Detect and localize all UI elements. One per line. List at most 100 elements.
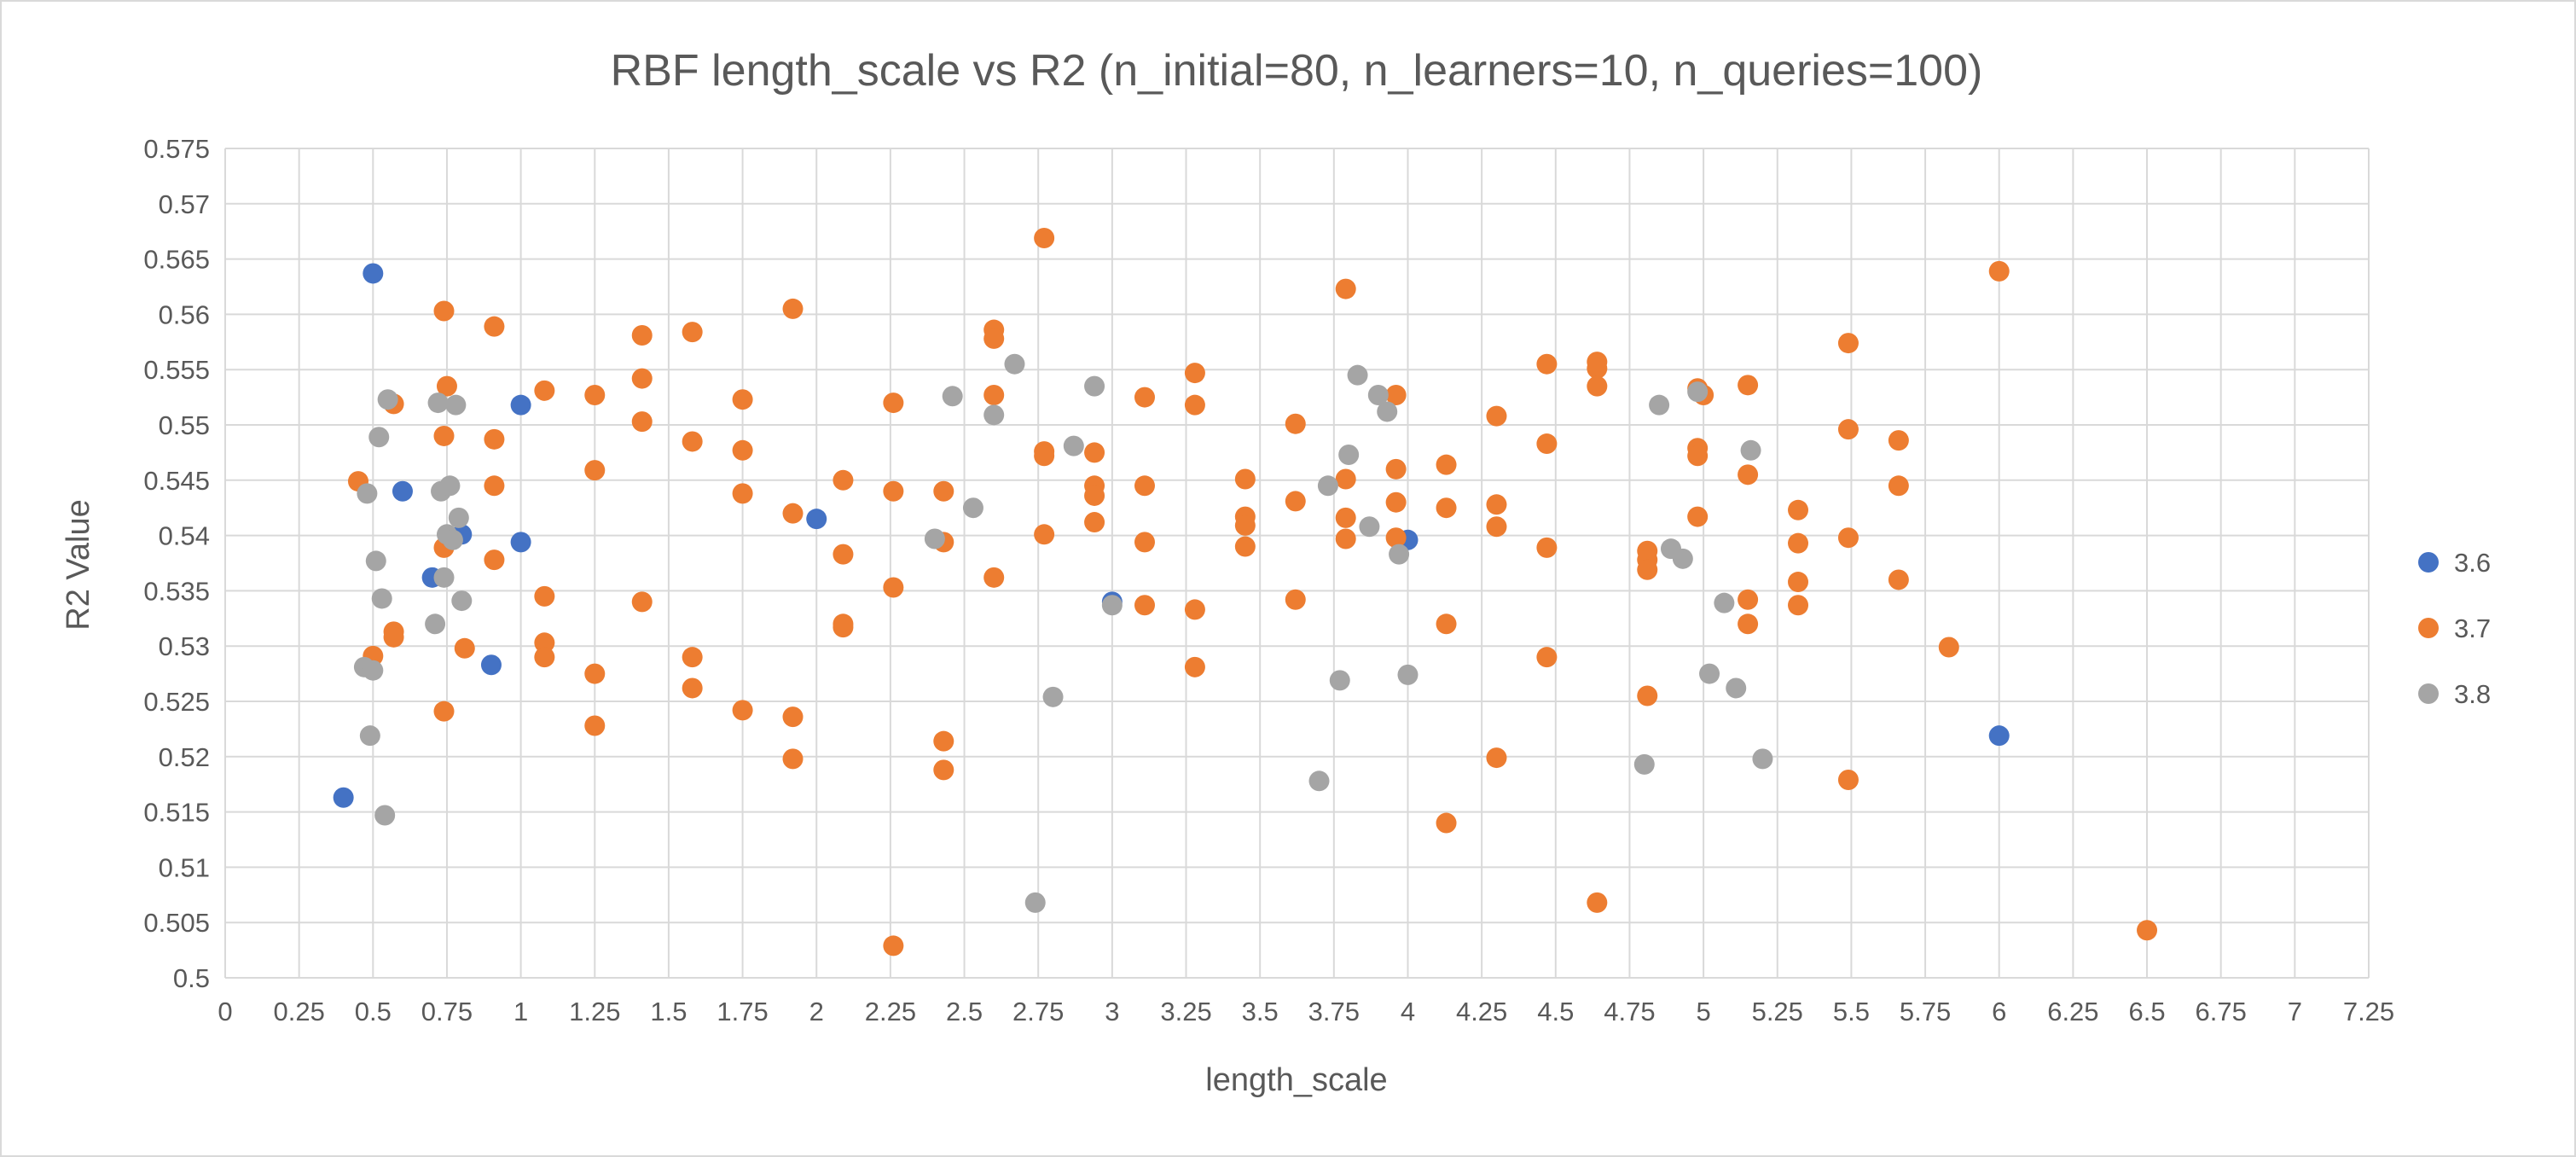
data-point-series-3.7-34: [732, 700, 753, 721]
x-tick-label: 2.25: [865, 997, 916, 1026]
data-point-series-3.7-84: [1385, 491, 1407, 513]
legend-label-3.8: 3.8: [2454, 679, 2491, 709]
data-point-series-3.8-7: [374, 805, 396, 826]
x-tick-label: 1.75: [717, 997, 768, 1026]
data-point-series-3.7-94: [1536, 353, 1558, 375]
x-tick-label: 1.5: [650, 997, 687, 1026]
data-point-series-3.7-42: [833, 617, 854, 638]
data-point-series-3.7-12: [484, 428, 505, 450]
data-point-series-3.7-71: [1234, 468, 1256, 490]
data-point-series-3.7-100: [1587, 375, 1608, 397]
data-point-series-3.7-96: [1536, 537, 1558, 558]
data-point-series-3.7-70: [1184, 656, 1205, 677]
data-point-series-3.7-121: [1837, 527, 1859, 549]
data-point-series-3.7-24: [631, 368, 653, 389]
data-point-series-3.8-15: [442, 529, 463, 550]
data-point-series-3.8-20: [942, 386, 963, 407]
data-point-series-3.7-117: [1788, 572, 1809, 593]
data-point-series-3.7-40: [833, 544, 854, 565]
data-point-series-3.7-66: [1134, 595, 1155, 616]
data-point-series-3.7-127: [1988, 260, 2010, 282]
data-point-series-3.8-9: [425, 613, 446, 635]
data-point-series-3.7-31: [732, 389, 753, 410]
data-point-series-3.7-46: [883, 935, 904, 956]
data-point-series-3.7-25: [631, 411, 653, 433]
data-point-series-3.7-122: [1837, 770, 1859, 791]
x-tick-label: 3.75: [1308, 997, 1360, 1026]
x-tick-label: 1.25: [569, 997, 620, 1026]
data-point-series-3.7-85: [1385, 527, 1407, 549]
data-point-series-3.7-68: [1184, 394, 1205, 416]
y-tick-label: 0.56: [159, 299, 210, 329]
legend-label-3.6: 3.6: [2454, 548, 2491, 578]
data-point-series-3.7-16: [534, 585, 555, 607]
y-tick-label: 0.55: [159, 410, 210, 440]
data-point-series-3.7-90: [1486, 405, 1507, 427]
data-point-series-3.7-52: [983, 328, 1005, 349]
y-tick-label: 0.565: [143, 245, 210, 275]
data-point-series-3.7-18: [534, 647, 555, 668]
data-point-series-3.7-86: [1436, 454, 1457, 475]
data-point-series-3.6-8: [806, 509, 827, 530]
data-point-series-3.7-50: [933, 759, 954, 781]
x-axis-title: length_scale: [1205, 1062, 1387, 1098]
data-point-series-3.7-44: [883, 480, 904, 502]
data-point-series-3.8-39: [1633, 753, 1655, 775]
data-point-series-3.7-28: [682, 431, 703, 452]
data-point-series-3.7-39: [833, 469, 854, 491]
data-point-series-3.7-69: [1184, 599, 1205, 620]
chart-title: RBF length_scale vs R2 (n_initial=80, n_…: [611, 46, 1983, 96]
x-tick-label: 4.25: [1456, 997, 1507, 1026]
x-tick-label: 5.25: [1752, 997, 1803, 1026]
data-point-series-3.7-54: [983, 567, 1005, 588]
data-point-series-3.8-35: [1367, 385, 1389, 406]
x-tick-label: 0.75: [421, 997, 473, 1026]
data-point-series-3.7-4: [383, 626, 404, 648]
data-point-series-3.8-26: [1063, 435, 1084, 456]
data-point-series-3.8-46: [1726, 677, 1747, 699]
x-tick-label: 0.25: [273, 997, 324, 1026]
data-point-series-3.7-27: [682, 322, 703, 343]
data-point-series-3.7-53: [983, 385, 1005, 406]
data-point-series-3.8-37: [1389, 544, 1410, 565]
data-point-series-3.7-57: [1034, 445, 1055, 467]
x-tick-label: 5: [1696, 997, 1710, 1026]
data-point-series-3.7-75: [1285, 413, 1306, 434]
data-point-series-3.8-22: [983, 404, 1005, 426]
data-point-series-3.7-83: [1385, 458, 1407, 480]
y-tick-label: 0.57: [159, 189, 210, 219]
y-tick-label: 0.54: [159, 521, 210, 551]
data-point-series-3.7-64: [1134, 475, 1155, 497]
data-point-series-3.8-34: [1359, 516, 1380, 538]
data-point-series-3.8-40: [1649, 394, 1670, 416]
data-point-series-3.7-33: [732, 483, 753, 504]
data-point-series-3.7-104: [1637, 559, 1658, 580]
data-point-series-3.7-124: [1888, 475, 1909, 497]
x-tick-label: 2.5: [946, 997, 983, 1026]
data-point-series-3.8-2: [359, 725, 380, 747]
data-point-series-3.6-2: [392, 480, 413, 502]
data-point-series-3.7-9: [433, 701, 455, 722]
x-tick-label: 4.75: [1604, 997, 1655, 1026]
data-point-series-3.6-6: [510, 394, 531, 416]
data-point-series-3.7-6: [436, 375, 457, 397]
data-point-series-3.7-63: [1134, 387, 1155, 408]
data-point-series-3.8-16: [445, 394, 467, 416]
data-point-series-3.7-74: [1234, 536, 1256, 557]
data-point-series-3.7-20: [584, 460, 606, 481]
data-point-series-3.8-31: [1329, 670, 1350, 691]
data-point-series-3.7-73: [1234, 515, 1256, 536]
data-point-series-3.7-91: [1486, 494, 1507, 515]
data-point-series-3.6-1: [363, 263, 384, 284]
data-point-series-3.7-87: [1436, 497, 1457, 519]
y-tick-label: 0.505: [143, 908, 210, 938]
data-point-series-3.7-19: [584, 385, 606, 406]
axes: 0 0.25 0.5 0.75 1 1.25 1.5 1.75 2 2.25 2.5 2.75 3 3.2…: [143, 134, 2394, 1026]
data-point-series-3.8-47: [1740, 439, 1761, 461]
data-point-series-3.8-38: [1397, 664, 1419, 685]
data-point-series-3.7-7: [433, 425, 455, 446]
x-tick-label: 6.5: [2128, 997, 2165, 1026]
legend: 3.6 3.7 3.8: [2418, 548, 2491, 709]
data-point-series-3.7-55: [1034, 227, 1055, 248]
